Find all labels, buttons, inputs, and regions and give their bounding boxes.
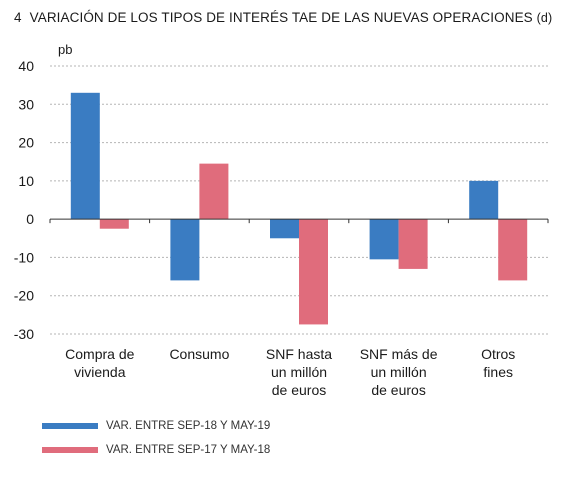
legend-swatch-series-2 [42, 446, 98, 453]
y-tick-label: -30 [14, 326, 34, 342]
x-category-label: SNF más de un millón de euros [360, 346, 438, 398]
bar-series-1-1 [170, 219, 200, 281]
chart-title-text: VARIACIÓN DE LOS TIPOS DE INTERÉS TAE DE… [29, 10, 533, 25]
chart-number: 4 [14, 10, 22, 25]
x-category-label-line: SNF hasta [266, 346, 332, 362]
y-tick-label: 30 [18, 96, 34, 112]
legend-label-series-1: VAR. ENTRE SEP-18 Y MAY-19 [106, 420, 271, 432]
chart-title: 4 VARIACIÓN DE LOS TIPOS DE INTERÉS TAE D… [14, 10, 552, 25]
legend-label-series-2: VAR. ENTRE SEP-17 Y MAY-18 [106, 444, 271, 456]
y-tick-label: 0 [26, 211, 34, 227]
bar-series-1-2 [270, 219, 299, 239]
legend-swatch-series-1 [42, 422, 98, 429]
y-tick-label: -10 [14, 249, 34, 265]
legend-item-series-1: VAR. ENTRE SEP-18 Y MAY-19 [42, 420, 270, 432]
x-category-label-line: un millón [371, 364, 427, 380]
x-category-label-line: SNF más de [360, 346, 438, 362]
x-category-label: Compra de vivienda [65, 346, 134, 380]
bar-series-1-4 [469, 180, 499, 220]
x-category-label-line: de euros [272, 382, 326, 398]
y-axis-unit-label: pb [58, 42, 72, 57]
x-category-label-line: Consumo [169, 346, 229, 362]
x-category-label-line: Otros [481, 346, 515, 362]
y-tick-label: 10 [18, 173, 34, 189]
bar-chart: pb 40 30 20 10 0 -10 -20 -30 Compra de vivienda Con… [14, 42, 549, 398]
x-category-label-line: fines [483, 364, 513, 380]
bar-series-1-0 [70, 92, 100, 220]
bar-series-2-3 [398, 219, 428, 269]
bar-series-1-3 [369, 219, 399, 260]
x-category-label-line: Compra de [65, 346, 134, 362]
bar-series-2-0 [99, 219, 129, 229]
x-category-label: SNF hasta un millón de euros [266, 346, 332, 398]
x-category-label-line: de euros [371, 382, 425, 398]
x-category-label-line: un millón [271, 364, 327, 380]
y-tick-label: 40 [18, 58, 34, 74]
x-category-label-line: vivienda [74, 364, 126, 380]
legend-item-series-2: VAR. ENTRE SEP-17 Y MAY-18 [42, 444, 270, 456]
y-tick-label: -20 [14, 288, 34, 304]
bar-series-2-4 [498, 219, 528, 281]
chart-title-suffix: (d) [536, 11, 553, 25]
bar-series-2-1 [199, 163, 229, 220]
bar-series-2-2 [299, 219, 328, 325]
y-tick-label: 20 [18, 135, 34, 151]
x-category-label: Otros fines [481, 346, 515, 380]
x-category-label: Consumo [169, 346, 229, 362]
